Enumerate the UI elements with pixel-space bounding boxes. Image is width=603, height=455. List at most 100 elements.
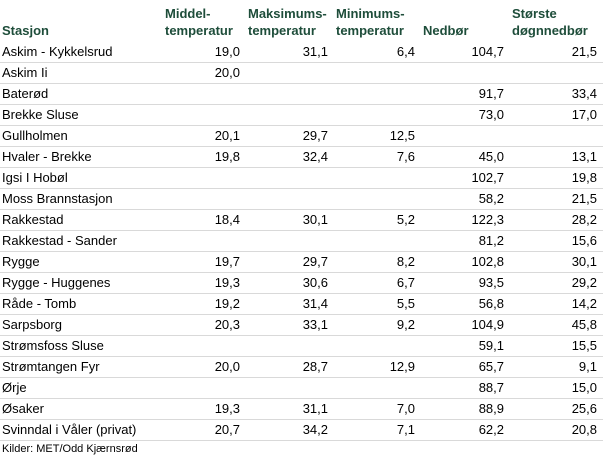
value-cell: 20,8 — [571, 422, 597, 437]
table-row: Ørje 88,7 15,0 — [0, 378, 603, 399]
station-name: Moss Brannstasjon — [2, 191, 113, 206]
table-row: Sarpsborg 20,3 33,1 9,2 104,9 45,8 — [0, 315, 603, 336]
header-line: Minimums- — [336, 6, 405, 21]
value-cell: 32,4 — [302, 149, 328, 164]
value-cell: 88,7 — [478, 380, 504, 395]
value-cell: 13,1 — [571, 149, 597, 164]
value-cell: 15,0 — [571, 380, 597, 395]
header-line: Nedbør — [423, 23, 469, 38]
value-cell: 31,1 — [302, 401, 328, 416]
value-cell: 7,6 — [396, 149, 415, 164]
value-cell: 29,7 — [302, 128, 328, 143]
value-cell: 19,0 — [214, 44, 240, 59]
value-cell: 102,8 — [471, 254, 504, 269]
header-line: Middel- — [165, 6, 211, 21]
value-cell: 18,4 — [214, 212, 240, 227]
value-cell: 31,1 — [302, 44, 328, 59]
station-name: Rygge - Huggenes — [2, 275, 111, 290]
source-note: Kilder: MET/Odd Kjærnsrød — [2, 443, 138, 455]
station-name: Strømsfoss Sluse — [2, 338, 104, 353]
header-line: temperatur — [336, 23, 404, 38]
header-line: temperatur — [165, 23, 233, 38]
header-line: Stasjon — [2, 23, 49, 38]
value-cell: 56,8 — [478, 296, 504, 311]
value-cell: 34,2 — [302, 422, 328, 437]
value-cell: 59,1 — [478, 338, 504, 353]
value-cell: 58,2 — [478, 191, 504, 206]
table-row: Hvaler - Brekke 19,8 32,4 7,6 45,0 13,1 — [0, 147, 603, 168]
value-cell: 25,6 — [571, 401, 597, 416]
value-cell: 20,3 — [214, 317, 240, 332]
column-header: Middel-temperatur — [163, 0, 246, 42]
value-cell: 81,2 — [478, 233, 504, 248]
table-row: Askim Ii 20,0 — [0, 63, 603, 84]
column-header: Stasjon — [2, 0, 162, 42]
value-cell: 8,2 — [396, 254, 415, 269]
value-cell: 122,3 — [471, 212, 504, 227]
station-name: Baterød — [2, 86, 49, 101]
station-name: Gullholmen — [2, 128, 68, 143]
value-cell: 19,2 — [214, 296, 240, 311]
table-row: Gullholmen 20,1 29,7 12,5 — [0, 126, 603, 147]
value-cell: 19,3 — [214, 275, 240, 290]
value-cell: 29,2 — [571, 275, 597, 290]
value-cell: 104,9 — [471, 317, 504, 332]
column-header: Maksimums-temperatur — [246, 0, 334, 42]
column-header: Minimums-temperatur — [334, 0, 421, 42]
station-name: Askim Ii — [2, 65, 48, 80]
header-line: døgnnedbør — [512, 23, 588, 38]
value-cell: 19,3 — [214, 401, 240, 416]
value-cell: 9,1 — [578, 359, 597, 374]
value-cell: 20,1 — [214, 128, 240, 143]
station-name: Ørje — [2, 380, 27, 395]
table-row: Råde - Tomb 19,2 31,4 5,5 56,8 14,2 — [0, 294, 603, 315]
table-row: Rakkestad 18,4 30,1 5,2 122,3 28,2 — [0, 210, 603, 231]
value-cell: 30,6 — [302, 275, 328, 290]
column-header: Største døgnnedbør — [510, 0, 603, 42]
value-cell: 33,1 — [302, 317, 328, 332]
station-name: Brekke Sluse — [2, 107, 79, 122]
value-cell: 21,5 — [571, 44, 597, 59]
value-cell: 29,7 — [302, 254, 328, 269]
table-row: Strømsfoss Sluse 59,1 15,5 — [0, 336, 603, 357]
table-row: Øsaker 19,3 31,1 7,0 88,9 25,6 — [0, 399, 603, 420]
table-row: Rygge 19,7 29,7 8,2 102,8 30,1 — [0, 252, 603, 273]
station-name: Øsaker — [2, 401, 44, 416]
station-name: Rakkestad — [2, 212, 64, 227]
value-cell: 20,0 — [214, 65, 240, 80]
value-cell: 30,1 — [302, 212, 328, 227]
value-cell: 28,7 — [302, 359, 328, 374]
station-name: Rakkestad - Sander — [2, 233, 117, 248]
header-line: temperatur — [248, 23, 316, 38]
value-cell: 15,6 — [571, 233, 597, 248]
value-cell: 21,5 — [571, 191, 597, 206]
value-cell: 7,1 — [396, 422, 415, 437]
value-cell: 20,7 — [214, 422, 240, 437]
header-line: Største — [512, 6, 557, 21]
value-cell: 20,0 — [214, 359, 240, 374]
value-cell: 19,7 — [214, 254, 240, 269]
value-cell: 15,5 — [571, 338, 597, 353]
table-row: Askim - Kykkelsrud 19,0 31,1 6,4 104,7 21,5 — [0, 42, 603, 63]
value-cell: 5,5 — [396, 296, 415, 311]
value-cell: 102,7 — [471, 170, 504, 185]
value-cell: 62,2 — [478, 422, 504, 437]
table-row: Rygge - Huggenes 19,3 30,6 6,7 93,5 29,2 — [0, 273, 603, 294]
value-cell: 17,0 — [571, 107, 597, 122]
value-cell: 6,4 — [396, 44, 415, 59]
value-cell: 14,2 — [571, 296, 597, 311]
station-name: Askim - Kykkelsrud — [2, 44, 113, 59]
value-cell: 104,7 — [471, 44, 504, 59]
table-row: Strømtangen Fyr 20,0 28,7 12,9 65,7 9,1 — [0, 357, 603, 378]
station-name: Strømtangen Fyr — [2, 359, 100, 374]
value-cell: 88,9 — [478, 401, 504, 416]
value-cell: 65,7 — [478, 359, 504, 374]
value-cell: 7,0 — [396, 401, 415, 416]
table-row: Baterød 91,7 33,4 — [0, 84, 603, 105]
station-name: Sarpsborg — [2, 317, 62, 332]
value-cell: 31,4 — [302, 296, 328, 311]
value-cell: 93,5 — [478, 275, 504, 290]
table-row: Igsi I Hobøl 102,7 19,8 — [0, 168, 603, 189]
value-cell: 91,7 — [478, 86, 504, 101]
